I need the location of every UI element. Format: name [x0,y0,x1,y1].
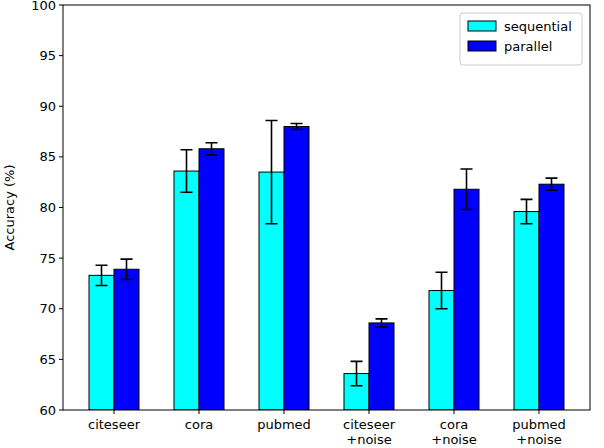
bar [514,212,539,410]
y-tick [59,5,63,6]
y-tick [59,106,63,107]
plot-bg [63,5,590,410]
error-bar [266,120,278,223]
x-tick-line: pubmed [512,417,566,432]
error-bar [96,265,108,285]
bars [89,120,564,410]
y-axis-label: Accuracy (%) [2,165,17,251]
x-tick [284,410,285,414]
x-tick-line: pubmed [257,417,311,432]
y-tick [59,55,63,56]
error-bar [351,361,363,385]
legend-swatch [468,41,496,51]
y-tick-label: 65 [39,352,56,367]
bar [454,189,479,410]
error-bar [521,199,533,223]
legend: sequential parallel [460,13,582,65]
bar [539,184,564,410]
x-tick-line: +noise [431,432,476,447]
bar [89,275,114,410]
y-tick [59,308,63,309]
legend-box [460,13,582,65]
legend-swatch [468,21,496,31]
error-bar [461,169,473,210]
y-tick-label: 70 [39,301,56,316]
y-tick-label: 95 [39,48,56,63]
x-tick [369,410,370,414]
x-tick-label: citeseer+noise [343,417,396,447]
y-tick-label: 80 [39,200,56,215]
x-tick [539,410,540,414]
legend-label: parallel [504,39,552,54]
x-tick-line: cora [440,417,468,432]
y-tick-label: 90 [39,99,56,114]
frame [63,5,590,410]
y-tick [59,207,63,208]
error-bar [121,259,133,279]
x-tick-line: citeseer [88,417,141,432]
y-tick-label: 75 [39,251,56,266]
error-bar [206,143,218,155]
error-bar [181,150,193,193]
x-tick-line: citeseer [343,417,396,432]
error-bar [436,272,448,308]
error-bar [291,123,303,129]
x-tick-label: cora [185,417,213,432]
y-tick [59,156,63,157]
y-tick-label: 60 [39,403,56,418]
x-tick-line: +noise [516,432,561,447]
legend-label: sequential [504,19,572,34]
x-tick-label: pubmed+noise [512,417,566,447]
bar [199,149,224,410]
x-tick-label: pubmed [257,417,311,432]
y-tick [59,258,63,259]
error-bar [376,319,388,327]
x-tick-label: citeseer [88,417,141,432]
chart: 60 65 70 75 80 85 90 95 100 citeseer cora pubmed cit… [0,0,604,448]
y-tick [59,410,63,411]
y-tick-label: 100 [31,0,56,13]
x-tick [454,410,455,414]
error-bar [546,178,558,190]
x-tick-label: cora+noise [431,417,476,447]
x-tick-line: cora [185,417,213,432]
y-tick-label: 85 [39,149,56,164]
y-tick [59,359,63,360]
bar [114,269,139,410]
x-tick-line: +noise [346,432,391,447]
x-tick [199,410,200,414]
x-tick [114,410,115,414]
bar [284,127,309,411]
bar [174,171,199,410]
bar [369,323,394,410]
